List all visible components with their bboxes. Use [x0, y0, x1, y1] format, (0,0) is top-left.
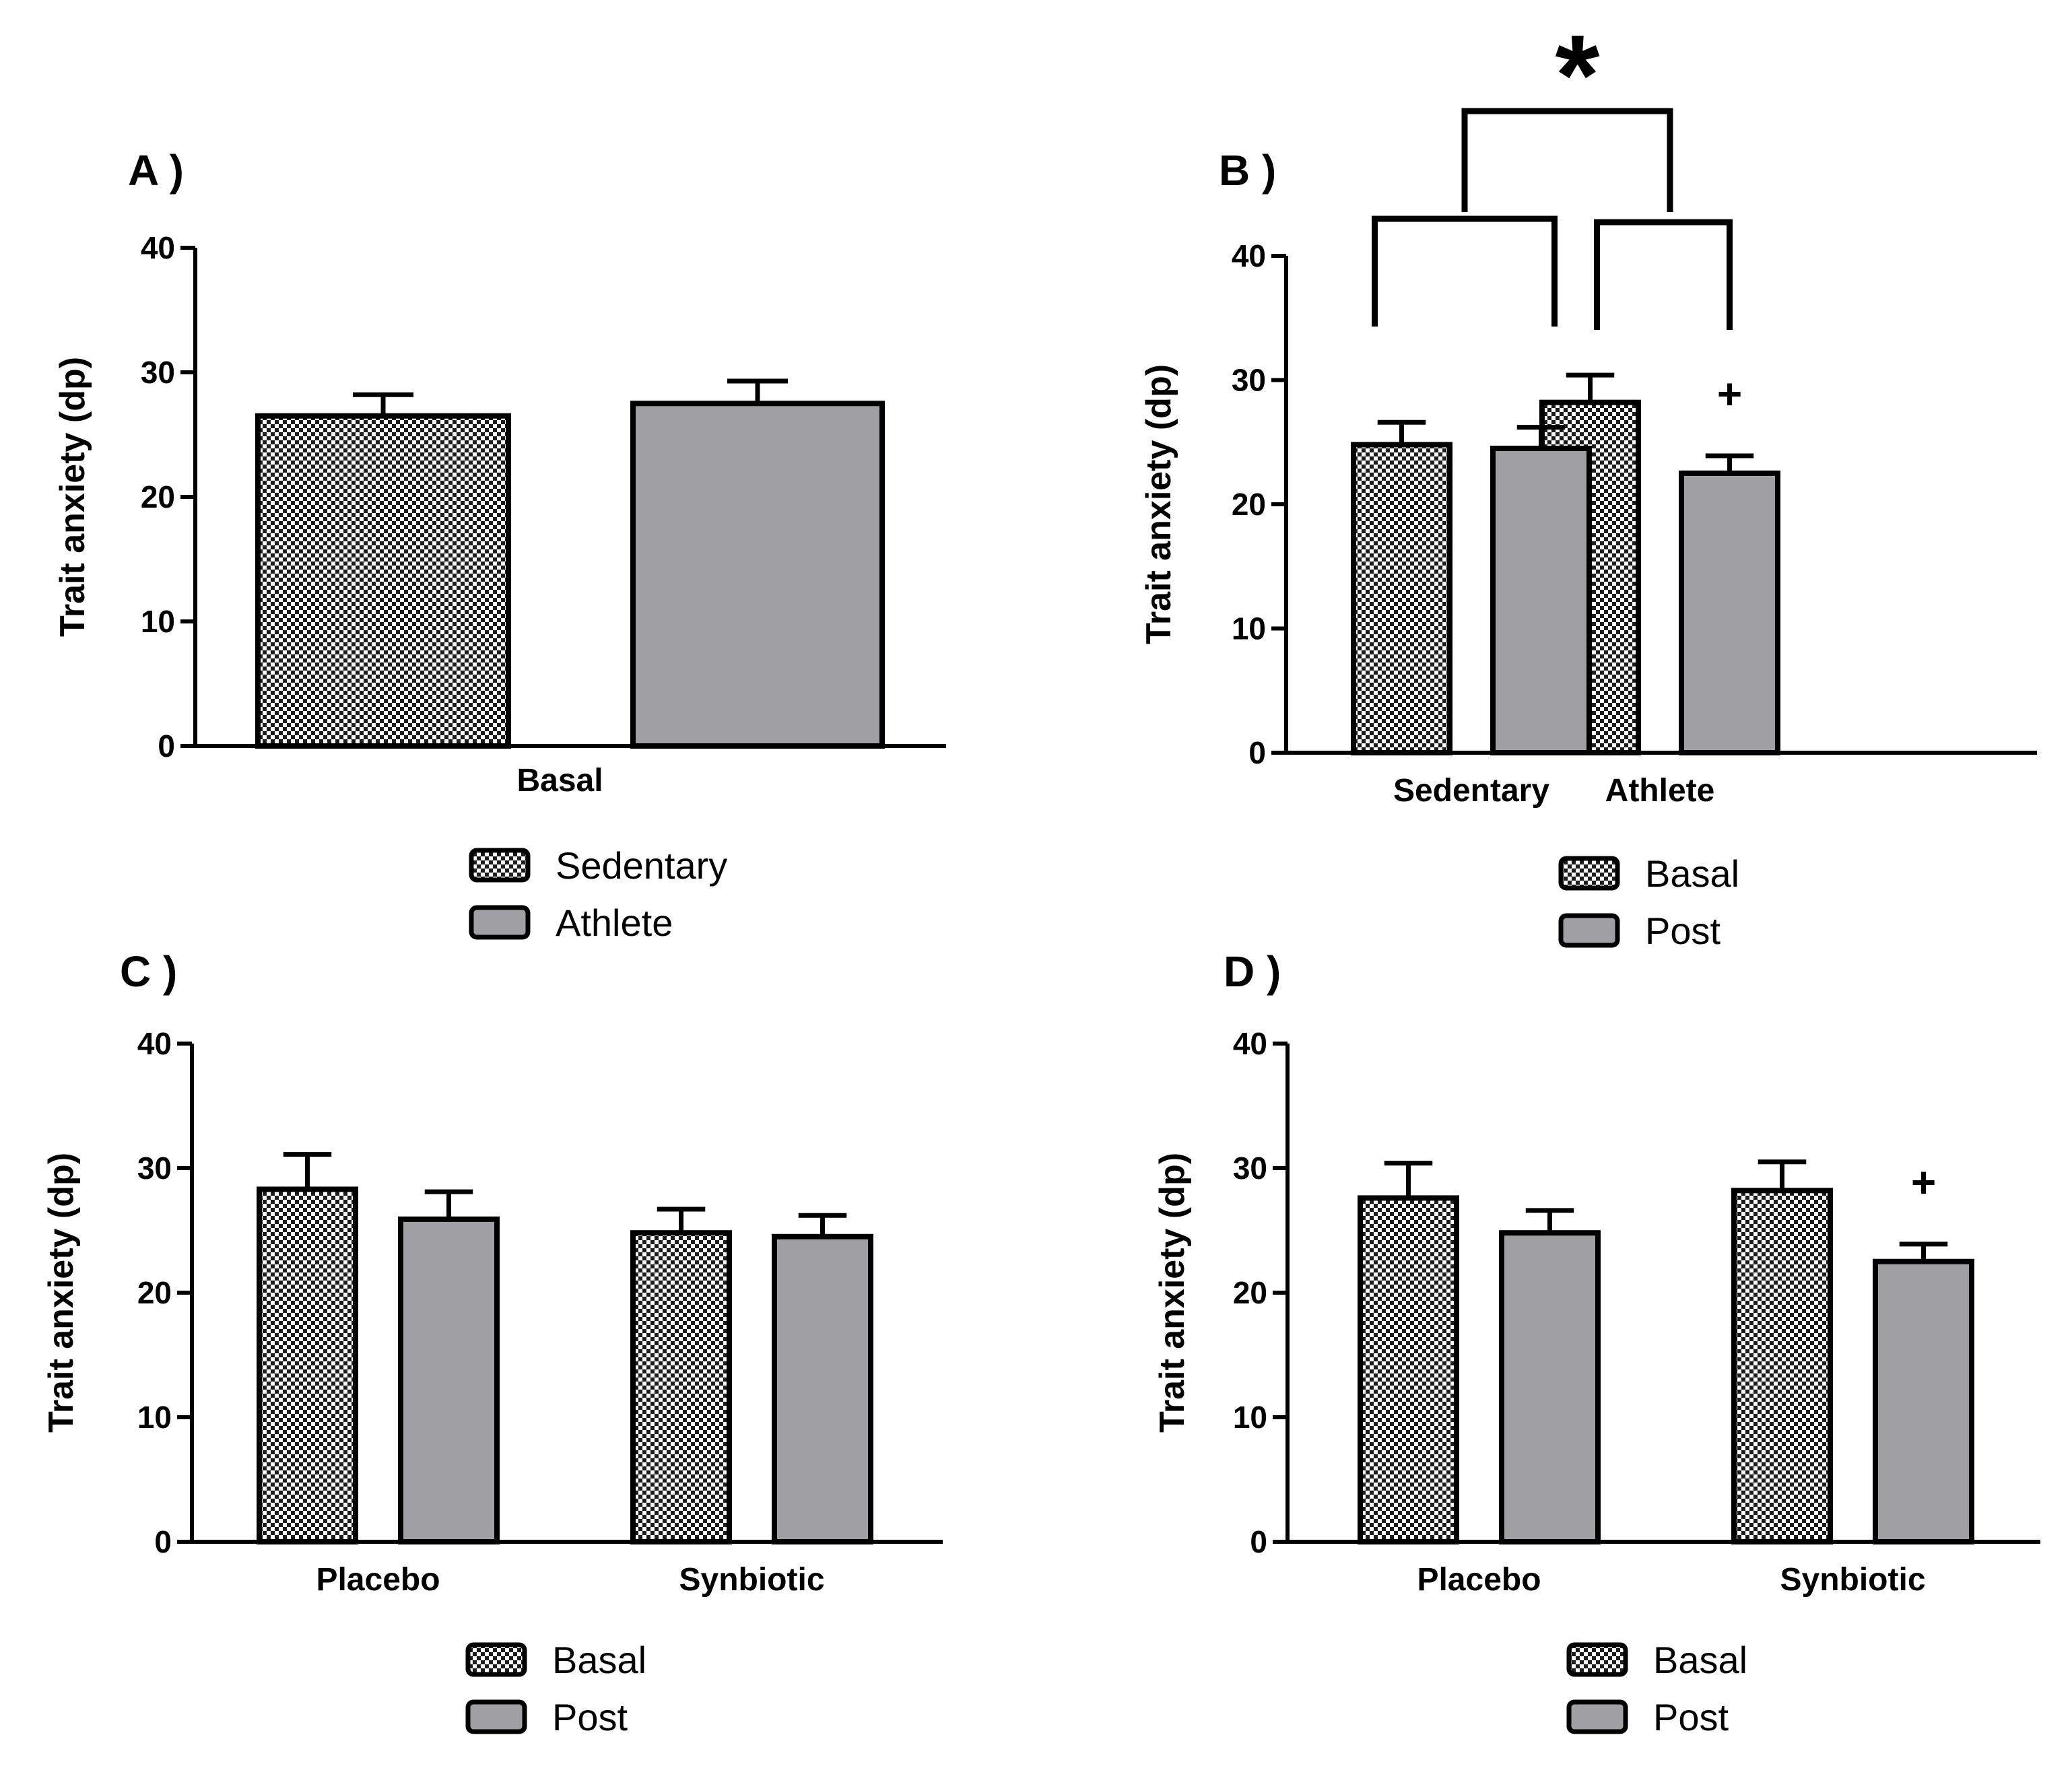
bracket-top	[1461, 108, 1673, 212]
bracket-right	[1594, 219, 1733, 330]
y-tick-label: 0	[158, 728, 175, 763]
y-tick-label: 20	[137, 1275, 172, 1310]
panel-label: B )	[1219, 146, 1276, 195]
panel-1: A ) 0 10 20 30 40 Trait anxiety (dp) Basal Seden…	[53, 146, 946, 944]
legend-swatch-post	[1558, 913, 1620, 948]
legend-label-sedentary: Sedentary	[556, 844, 727, 887]
bar-sedentary-basal	[255, 413, 511, 749]
significance-plus: +	[1911, 1158, 1936, 1206]
y-tick-label: 10	[1233, 1400, 1267, 1435]
y-axis-label: Trait anxiety (dp)	[42, 1153, 81, 1433]
y-tick-label: 0	[1248, 735, 1266, 770]
y-tick-label: 40	[1233, 1026, 1267, 1061]
bar-athlete-basal	[630, 401, 885, 749]
panel-3: C ) 0 10 20 30 40 Trait anxiety (dp) Placebo Syn…	[42, 947, 943, 1738]
legend-label-post: Post	[552, 1696, 628, 1738]
y-tick-label: 30	[137, 1151, 172, 1186]
bar-post-placebo	[1499, 1230, 1601, 1544]
legend-swatch-basal	[1558, 856, 1620, 891]
legend-label-post: Post	[1645, 910, 1720, 952]
y-tick-label: 0	[154, 1524, 172, 1559]
y-tick-label: 30	[141, 355, 175, 390]
y-tick-label: 0	[1250, 1524, 1267, 1559]
y-tick-label: 20	[1233, 1275, 1267, 1310]
legend-swatch-basal	[1566, 1642, 1628, 1677]
bar-basal-placebo	[1358, 1195, 1459, 1545]
y-axis-label: Trait anxiety (dp)	[1153, 1153, 1192, 1433]
bar-basal-sedentary	[1351, 442, 1452, 755]
x-tick-label: Placebo	[316, 1562, 440, 1598]
legend-swatch-post	[465, 1699, 527, 1734]
significance-plus: +	[1717, 370, 1742, 418]
legend-label-athlete: Athlete	[556, 902, 673, 944]
y-tick-label: 10	[1232, 611, 1266, 646]
legend-label-basal: Basal	[552, 1639, 646, 1681]
y-tick-label: 30	[1232, 363, 1266, 398]
panel-label: D )	[1224, 947, 1281, 996]
legend-label-basal: Basal	[1653, 1639, 1747, 1681]
legend-swatch-basal	[465, 1642, 527, 1677]
charts-root: A ) 0 10 20 30 40 Trait anxiety (dp) Basal Seden…	[42, 11, 2040, 1738]
bar-post-athlete	[1679, 470, 1780, 755]
x-tick-label: Basal	[516, 763, 603, 798]
bracket-left	[1372, 215, 1558, 327]
panel-label: A )	[128, 146, 184, 195]
x-tick-label: Placebo	[1417, 1562, 1541, 1598]
legend-swatch-sedentary	[469, 848, 531, 883]
bar-basal-placebo	[257, 1186, 358, 1544]
bar-post-synbiotic	[1873, 1258, 1974, 1544]
y-tick-label: 10	[137, 1400, 172, 1435]
y-tick-label: 40	[141, 230, 175, 265]
y-tick-label: 30	[1233, 1151, 1267, 1186]
bar-post-sedentary	[1490, 445, 1592, 755]
bar-post-synbiotic	[772, 1233, 873, 1544]
legend-swatch-post	[1566, 1699, 1628, 1734]
y-tick-label: 10	[141, 604, 175, 639]
legend-swatch-athlete	[469, 905, 531, 940]
panel-2: B ) 0 10 20 30 40 Trait anxiety (dp) Sedentary A…	[1139, 11, 2037, 952]
panel-4: D ) 0 10 20 30 40 Trait anxiety (dp) Placebo Syn…	[1153, 947, 2040, 1738]
x-tick-label: Synbiotic	[679, 1562, 824, 1598]
significance-brackets: *	[1372, 11, 1733, 330]
x-tick-label: Synbiotic	[1780, 1562, 1925, 1598]
y-axis-label: Trait anxiety (dp)	[53, 357, 92, 637]
panel-label: C )	[120, 947, 177, 996]
y-axis-label: Trait anxiety (dp)	[1139, 364, 1178, 644]
significance-star: *	[1555, 11, 1599, 139]
bar-basal-synbiotic	[630, 1230, 732, 1544]
y-tick-label: 20	[1232, 487, 1266, 522]
legend-label-basal: Basal	[1645, 852, 1739, 895]
bar-basal-synbiotic	[1731, 1188, 1833, 1545]
legend-label-post: Post	[1653, 1696, 1729, 1738]
x-tick-label: Athlete	[1605, 773, 1715, 809]
y-tick-label: 40	[137, 1026, 172, 1061]
y-tick-label: 40	[1232, 238, 1266, 273]
y-tick-label: 20	[141, 479, 175, 514]
bar-post-placebo	[398, 1216, 500, 1544]
x-tick-label: Sedentary	[1393, 773, 1549, 809]
